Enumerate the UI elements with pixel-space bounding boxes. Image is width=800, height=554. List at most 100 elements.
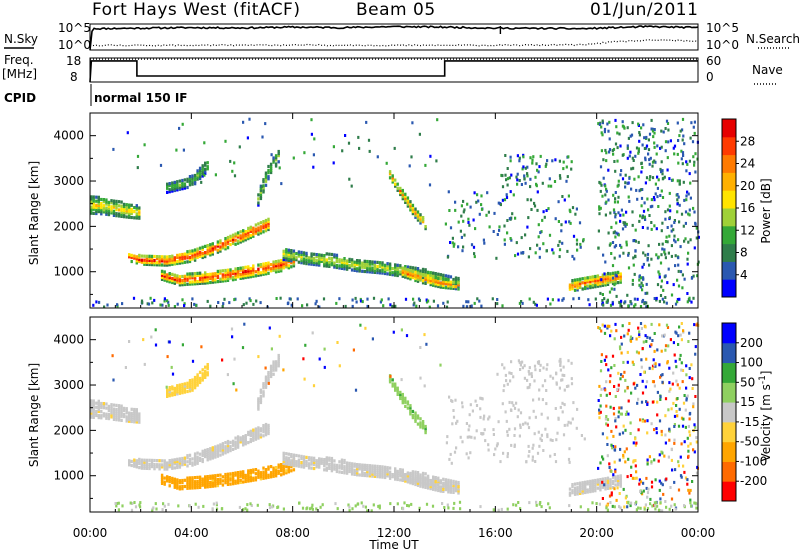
echo-cell xyxy=(267,223,270,228)
date-title: 01/Jun/2011 xyxy=(590,0,698,20)
echo-cell xyxy=(247,432,250,437)
echo-cell xyxy=(267,429,270,434)
scatter-cell xyxy=(445,441,448,445)
echo-cell xyxy=(368,466,372,470)
echo-cell xyxy=(388,176,392,180)
scatter-cell xyxy=(605,200,608,204)
scatter-cell xyxy=(527,369,530,373)
echo-cell xyxy=(328,462,331,466)
scatter-cell xyxy=(619,243,622,247)
scatter-cell xyxy=(506,231,509,235)
echo-cell xyxy=(254,435,258,439)
echo-cell xyxy=(163,272,166,276)
echo-cell xyxy=(201,170,204,174)
echo-cell xyxy=(173,188,176,193)
scatter-cell xyxy=(684,408,687,412)
scatter-cell xyxy=(481,397,484,401)
echo-cell xyxy=(100,197,103,202)
scatter-cell xyxy=(475,404,479,407)
scatter-cell xyxy=(462,219,465,223)
echo-cell xyxy=(318,465,321,469)
echo-cell xyxy=(406,200,410,204)
echo-cell xyxy=(133,254,136,258)
echo-cell xyxy=(163,259,166,263)
echo-cell xyxy=(214,476,217,480)
echo-cell xyxy=(112,203,116,207)
echo-cell xyxy=(196,475,199,479)
scatter-cell xyxy=(619,173,622,177)
echo-cell xyxy=(404,473,407,477)
echo-cell xyxy=(401,478,404,482)
scatter-cell xyxy=(689,498,692,502)
echo-cell xyxy=(437,282,440,287)
echo-cell xyxy=(166,463,169,467)
echo-cell xyxy=(589,490,592,494)
scatter-cell xyxy=(467,300,470,304)
scatter-cell xyxy=(645,400,648,404)
echo-cell xyxy=(457,276,460,281)
echo-cell xyxy=(259,221,263,225)
echo-cell xyxy=(318,263,321,267)
echo-cell xyxy=(247,269,250,273)
echo-cell xyxy=(259,475,263,479)
echo-cell xyxy=(130,203,133,207)
echo-cell xyxy=(589,275,592,279)
scatter-cell xyxy=(461,440,464,444)
echo-cell xyxy=(128,411,131,415)
echo-cell xyxy=(110,207,113,211)
echo-cell xyxy=(606,276,610,280)
station-title: Fort Hays West (fitACF) xyxy=(92,0,300,20)
scatter-cell xyxy=(619,377,622,381)
echo-cell xyxy=(274,266,278,270)
echo-cell xyxy=(150,465,154,469)
scatter-cell xyxy=(357,135,360,139)
echo-cell xyxy=(173,390,176,395)
scatter-cell xyxy=(619,219,622,223)
echo-cell xyxy=(239,276,242,280)
scatter-cell xyxy=(641,143,644,147)
echo-cell xyxy=(421,471,425,475)
echo-cell xyxy=(421,220,425,224)
echo-cell xyxy=(252,272,255,276)
echo-cell xyxy=(290,459,293,463)
echo-cell xyxy=(272,470,275,474)
scatter-cell xyxy=(648,366,651,370)
echo-cell xyxy=(160,465,164,469)
scatter-cell xyxy=(360,501,363,505)
scatter-cell xyxy=(657,255,660,259)
echo-cell xyxy=(315,463,318,467)
echo-cell xyxy=(135,212,138,216)
echo-cell xyxy=(201,457,204,462)
scatter-cell xyxy=(506,430,509,434)
echo-cell xyxy=(604,283,607,287)
echo-cell xyxy=(188,387,192,391)
echo-cell xyxy=(591,487,594,491)
scatter-cell xyxy=(615,231,618,235)
scatter-cell xyxy=(529,185,532,189)
scatter-cell xyxy=(338,297,341,301)
echo-cell xyxy=(432,277,435,281)
echo-cell xyxy=(285,462,288,466)
echo-cell xyxy=(328,262,331,266)
echo-cell xyxy=(439,285,442,289)
echo-cell xyxy=(619,476,622,480)
echo-cell xyxy=(163,263,166,267)
scatter-cell xyxy=(681,138,684,142)
scatter-cell xyxy=(468,413,471,417)
scatter-cell xyxy=(183,304,186,308)
echo-cell xyxy=(406,402,410,406)
scatter-cell xyxy=(605,151,608,155)
echo-cell xyxy=(406,480,410,484)
scatter-cell xyxy=(601,323,604,327)
scatter-cell xyxy=(506,177,510,181)
scatter-cell xyxy=(627,457,630,461)
echo-cell xyxy=(366,266,369,270)
echo-cell xyxy=(409,475,412,479)
scatter-cell xyxy=(672,401,675,405)
x-tick-label: 00:00 xyxy=(73,526,108,540)
echo-cell xyxy=(211,280,214,284)
echo-cell xyxy=(345,263,349,267)
echo-cell xyxy=(105,416,108,420)
echo-cell xyxy=(242,437,245,441)
scatter-cell xyxy=(646,507,650,511)
